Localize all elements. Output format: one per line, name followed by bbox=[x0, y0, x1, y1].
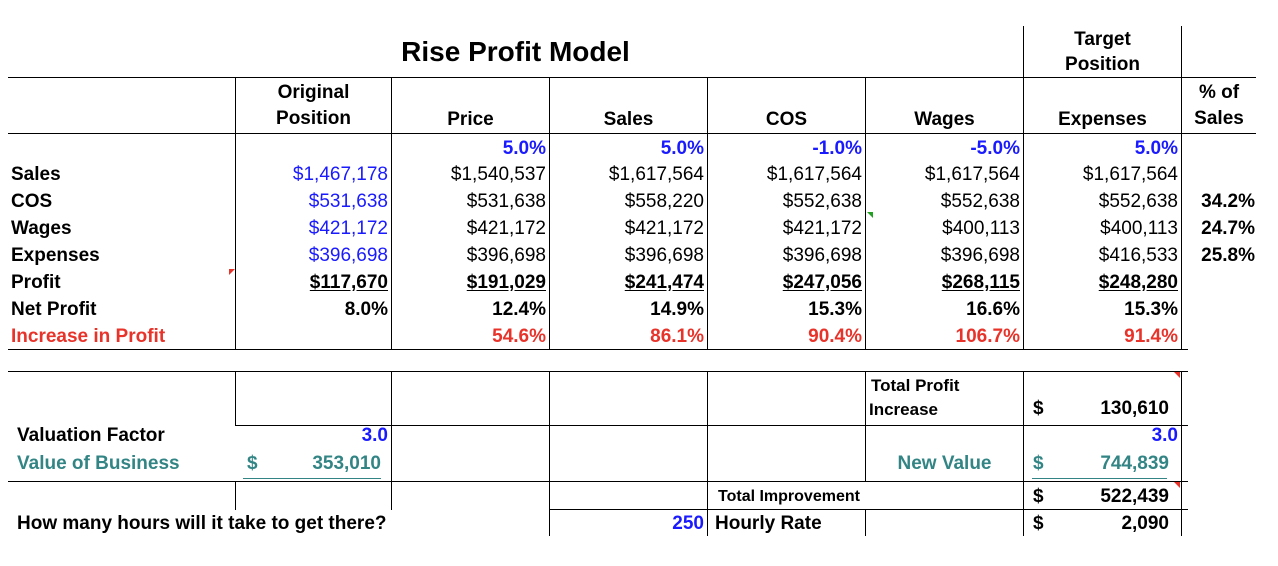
total-improvement-label: Total Improvement bbox=[718, 488, 860, 505]
header-pct-of-sales-line1: % of bbox=[1198, 81, 1240, 103]
net-profit-original: 8.0% bbox=[344, 298, 388, 320]
header-wages: Wages bbox=[914, 108, 975, 130]
new-value-currency: $ bbox=[1033, 452, 1044, 474]
cos-pct-of-sales: 34.2% bbox=[1201, 190, 1255, 212]
row-label-expenses: Expenses bbox=[11, 244, 100, 266]
sales-expenses: $1,617,564 bbox=[1082, 163, 1178, 185]
comment-marker[interactable] bbox=[1174, 372, 1180, 378]
total-profit-increase-value: 130,610 bbox=[1100, 397, 1169, 419]
net-profit-cos: 15.3% bbox=[808, 298, 862, 320]
pct-change-sales[interactable]: 5.0% bbox=[660, 137, 704, 159]
cos-wages: $552,638 bbox=[940, 190, 1020, 212]
increase-wages: 106.7% bbox=[955, 325, 1020, 347]
valuation-factor-label: Valuation Factor bbox=[17, 424, 165, 446]
total-profit-increase-label-line2: Increase bbox=[869, 399, 938, 419]
target-position-label-line1: Target bbox=[1074, 28, 1131, 50]
header-pct-of-sales-line2: Sales bbox=[1194, 107, 1244, 129]
net-profit-expenses: 15.3% bbox=[1124, 298, 1178, 320]
expenses-pct-of-sales: 25.8% bbox=[1201, 244, 1255, 266]
total-profit-increase-currency: $ bbox=[1033, 397, 1044, 419]
value-of-business-label: Value of Business bbox=[17, 452, 180, 474]
cos-cos: $552,638 bbox=[782, 190, 862, 212]
expenses-original[interactable]: $396,698 bbox=[308, 244, 388, 266]
pct-change-wages[interactable]: -5.0% bbox=[970, 137, 1020, 159]
profit-original: $117,670 bbox=[309, 271, 388, 293]
hours-question: How many hours will it take to get there… bbox=[17, 512, 387, 534]
profit-sales: $241,474 bbox=[624, 271, 704, 293]
sales-original[interactable]: $1,467,178 bbox=[292, 163, 388, 185]
total-improvement-value: 522,439 bbox=[1100, 485, 1169, 507]
hourly-rate-currency: $ bbox=[1033, 512, 1044, 534]
wages-cos: $421,172 bbox=[782, 217, 862, 239]
valuation-factor-target[interactable]: 3.0 bbox=[1151, 424, 1178, 446]
cos-price: $531,638 bbox=[466, 190, 546, 212]
header-original-position-line1: Original bbox=[277, 81, 350, 103]
wages-price: $421,172 bbox=[466, 217, 546, 239]
profit-price: $191,029 bbox=[466, 271, 546, 293]
wages-wages: $400,113 bbox=[942, 217, 1020, 239]
row-label-profit: Profit bbox=[11, 271, 61, 293]
sales-wages: $1,617,564 bbox=[924, 163, 1020, 185]
increase-sales: 86.1% bbox=[650, 325, 704, 347]
cos-sales: $558,220 bbox=[624, 190, 704, 212]
increase-expenses: 91.4% bbox=[1124, 325, 1178, 347]
row-label-wages: Wages bbox=[11, 217, 72, 239]
total-profit-increase-label-line1: Total Profit bbox=[871, 375, 960, 395]
expenses-wages: $396,698 bbox=[940, 244, 1020, 266]
expenses-price: $396,698 bbox=[466, 244, 546, 266]
expenses-expenses: $416,533 bbox=[1098, 244, 1178, 266]
header-sales: Sales bbox=[603, 108, 654, 130]
wages-sales: $421,172 bbox=[624, 217, 704, 239]
wages-expenses: $400,113 bbox=[1100, 217, 1178, 239]
expenses-sales: $396,698 bbox=[624, 244, 704, 266]
sales-cos: $1,617,564 bbox=[766, 163, 862, 185]
sales-sales: $1,617,564 bbox=[608, 163, 704, 185]
header-price: Price bbox=[447, 108, 494, 130]
page-title: Rise Profit Model bbox=[401, 36, 630, 67]
target-position-label-line2: Position bbox=[1065, 53, 1140, 75]
new-value-value: 744,839 bbox=[1100, 452, 1169, 474]
row-label-sales: Sales bbox=[11, 163, 61, 185]
new-value-label: New Value bbox=[897, 452, 992, 474]
comment-marker[interactable] bbox=[1174, 482, 1180, 488]
net-profit-price: 12.4% bbox=[492, 298, 546, 320]
profit-expenses: $248,280 bbox=[1098, 271, 1178, 293]
header-original-position-line2: Position bbox=[276, 107, 351, 129]
total-improvement-currency: $ bbox=[1033, 485, 1044, 507]
net-profit-wages: 16.6% bbox=[966, 298, 1020, 320]
wages-original[interactable]: $421,172 bbox=[308, 217, 388, 239]
expenses-cos: $396,698 bbox=[782, 244, 862, 266]
cos-expenses: $552,638 bbox=[1098, 190, 1178, 212]
cos-original[interactable]: $531,638 bbox=[308, 190, 388, 212]
wages-pct-of-sales: 24.7% bbox=[1201, 217, 1255, 239]
valuation-factor-value[interactable]: 3.0 bbox=[361, 424, 388, 446]
comment-marker[interactable] bbox=[229, 269, 235, 275]
profit-wages: $268,115 bbox=[941, 271, 1020, 293]
value-of-business-currency: $ bbox=[247, 452, 258, 474]
increase-price: 54.6% bbox=[492, 325, 546, 347]
comment-marker[interactable] bbox=[867, 212, 873, 218]
header-expenses: Expenses bbox=[1058, 108, 1147, 130]
value-of-business-value: 353,010 bbox=[312, 452, 381, 474]
net-profit-sales: 14.9% bbox=[650, 298, 704, 320]
header-cos: COS bbox=[765, 108, 808, 130]
increase-cos: 90.4% bbox=[808, 325, 862, 347]
hourly-rate-value: 2,090 bbox=[1121, 512, 1169, 534]
sales-price: $1,540,537 bbox=[450, 163, 546, 185]
row-label-increase-in-profit: Increase in Profit bbox=[11, 325, 166, 347]
row-label-net-profit: Net Profit bbox=[11, 298, 97, 320]
hours-value[interactable]: 250 bbox=[672, 512, 704, 534]
pct-change-cos[interactable]: -1.0% bbox=[812, 137, 862, 159]
pct-change-expenses[interactable]: 5.0% bbox=[1134, 137, 1178, 159]
profit-cos: $247,056 bbox=[782, 271, 862, 293]
row-label-cos: COS bbox=[11, 190, 53, 212]
hourly-rate-label: Hourly Rate bbox=[715, 512, 822, 534]
pct-change-price[interactable]: 5.0% bbox=[502, 137, 546, 159]
